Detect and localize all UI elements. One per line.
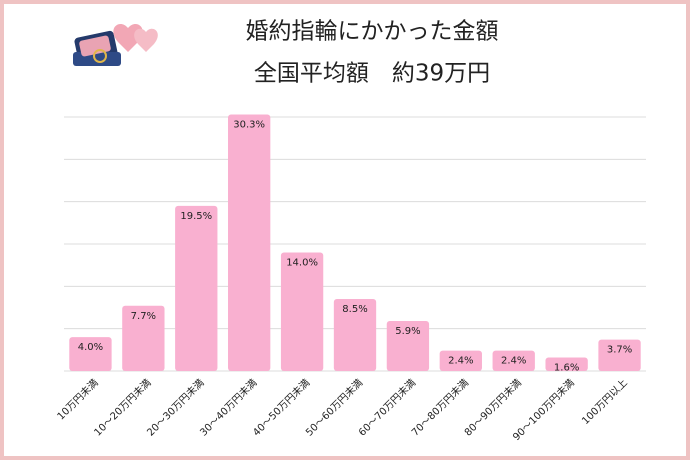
bar: [228, 114, 271, 372]
value-label: 19.5%: [180, 211, 212, 222]
value-label: 30.3%: [233, 119, 265, 130]
bar: [69, 337, 112, 371]
value-label: 8.5%: [342, 304, 367, 315]
hearts-icon: [113, 23, 158, 52]
bar: [122, 305, 165, 371]
value-label: 14.0%: [286, 257, 318, 268]
value-label: 1.6%: [554, 362, 579, 373]
bar: [333, 299, 377, 371]
ring-icon: [73, 30, 121, 66]
bar: [439, 350, 482, 371]
bar: [280, 252, 324, 371]
bar: [598, 339, 641, 371]
value-label: 5.9%: [395, 326, 420, 337]
bar: [386, 321, 430, 371]
value-label: 7.7%: [131, 311, 156, 322]
chart-subtitle: 全国平均額 約39万円: [254, 61, 490, 87]
chart-title: 婚約指輪にかかった金額: [246, 19, 499, 45]
value-label: 2.4%: [448, 356, 473, 367]
bar: [492, 350, 535, 371]
bar: [175, 205, 218, 371]
bar: [545, 357, 588, 371]
value-label: 2.4%: [501, 356, 526, 367]
value-label: 3.7%: [607, 345, 632, 356]
value-label: 4.0%: [78, 342, 103, 353]
